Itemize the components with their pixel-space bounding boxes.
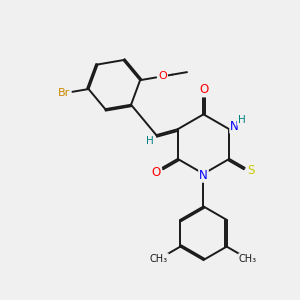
Text: CH₃: CH₃ <box>239 254 257 264</box>
Text: S: S <box>248 164 255 177</box>
Text: CH₃: CH₃ <box>150 254 168 264</box>
Text: H: H <box>146 136 154 146</box>
Text: N: N <box>199 169 208 182</box>
Text: N: N <box>230 120 239 133</box>
Text: Br: Br <box>58 88 70 98</box>
Text: O: O <box>158 71 167 81</box>
Text: H: H <box>238 115 246 125</box>
Text: O: O <box>200 83 209 97</box>
Text: O: O <box>152 166 161 179</box>
